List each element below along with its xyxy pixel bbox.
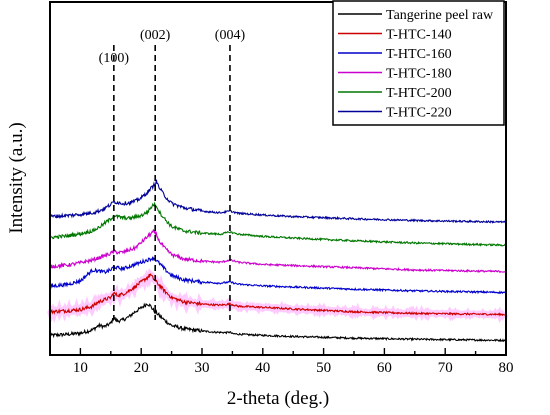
x-tick-label-40: 40 [255,360,270,376]
x-tick-label-50: 50 [316,360,331,376]
x-tick-label-30: 30 [195,360,210,376]
x-axis-label: 2-theta (deg.) [227,388,329,409]
legend-label-t-htc-200: T-HTC-200 [386,86,452,101]
peak-label-0: (100) [99,51,130,66]
legend: Tangerine peel raw T-HTC-140 T-HTC-160 T-HT… [332,0,505,126]
series-line-t-htc-220 [49,179,507,224]
x-tick-label-80: 80 [499,360,514,376]
x-tick-label-10: 10 [73,360,88,376]
x-tick-label-70: 70 [438,360,453,376]
series-shade-t-htc-140 [47,267,509,324]
series-lines [49,179,507,343]
series-line-t-htc-140 [49,272,507,317]
legend-label-t-htc-140: T-HTC-140 [386,28,452,43]
legend-label-tangerine-peel-raw: Tangerine peel raw [386,8,494,23]
series-line-tangerine-peel-raw [49,302,507,343]
reference-lines: (100) (002) (004) [99,28,246,320]
series-shades [47,267,509,324]
legend-label-t-htc-220: T-HTC-220 [386,106,452,121]
peak-label-1: (002) [140,28,171,43]
plot-frame [49,1,507,356]
x-tick-label-60: 60 [377,360,392,376]
series-line-t-htc-200 [50,201,507,247]
series-line-t-htc-180 [49,228,507,274]
x-tick-label-20: 20 [134,360,149,376]
y-axis-label: Intensity (a.u.) [6,122,27,233]
series-line-t-htc-160 [49,256,507,295]
x-axis-ticks: 10 20 30 40 50 60 70 80 [73,348,514,376]
legend-label-t-htc-180: T-HTC-180 [386,67,452,82]
peak-label-2: (004) [215,28,246,43]
legend-box [332,0,505,126]
legend-label-t-htc-160: T-HTC-160 [386,47,452,62]
